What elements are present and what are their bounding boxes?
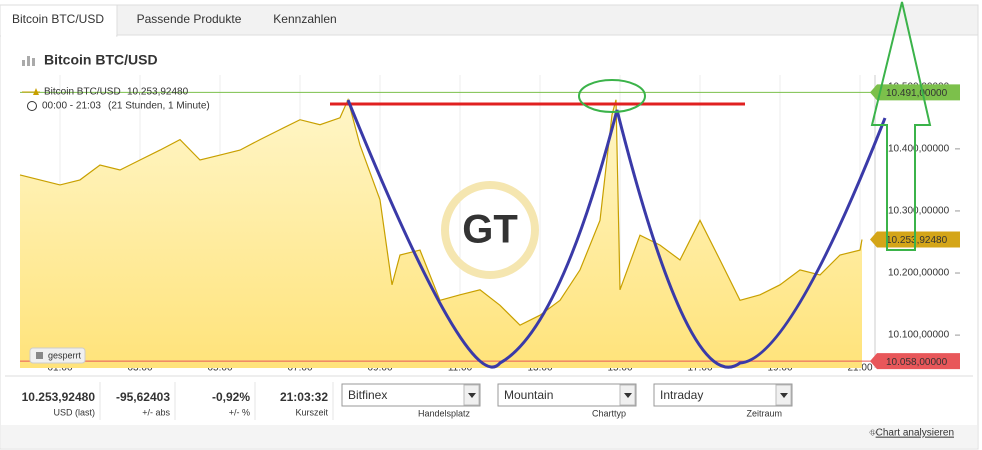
x-tick-label: 01:00	[47, 363, 72, 374]
y-tick-label: 10.200,00000	[888, 268, 950, 279]
marker-box	[870, 353, 960, 370]
clock-icon	[27, 101, 37, 111]
x-tick-label: 19:00	[767, 363, 792, 374]
marker-box	[870, 84, 960, 101]
stat-label: Kurszeit	[295, 407, 328, 417]
select-arrow	[624, 393, 632, 398]
x-tick-label: 17:00	[687, 363, 712, 374]
highlight-ellipse	[578, 79, 646, 113]
chart-icon	[22, 56, 35, 66]
tab-bar	[0, 4, 979, 36]
legend-value: 10.253,92480	[127, 87, 189, 98]
x-tick-label: 05:00	[207, 363, 232, 374]
footer: ⛗ Chart analysieren 10.253,92480 USD (las…	[1, 375, 977, 448]
x-tick-label: 03:00	[127, 363, 152, 374]
analyse-link[interactable]: Chart analysieren	[876, 428, 954, 439]
tab[interactable]: Passende Produkte	[137, 12, 242, 26]
arrow	[870, 1, 932, 251]
stat-label: +/- %	[229, 407, 250, 417]
select-label: Charttyp	[592, 408, 626, 418]
stat-label: +/- abs	[142, 407, 170, 417]
y-tick-label: 10.300,00000	[888, 206, 950, 217]
tab-join	[1, 34, 116, 37]
select-value[interactable]: Intraday	[660, 388, 703, 402]
select-arrow	[468, 393, 476, 398]
period: 00:00 - 21:03	[42, 101, 101, 112]
watermark-ring	[441, 181, 539, 279]
select-label: Handelsplatz	[418, 408, 471, 418]
x-tick-label: 15:00	[607, 363, 632, 374]
stat-value: 10.253,92480	[22, 390, 96, 404]
x-tick-label: 11:00	[448, 363, 473, 374]
x-tick-label: 07:00	[287, 363, 312, 374]
stat-value: -95,62403	[116, 390, 170, 404]
watermark: GT	[462, 208, 518, 252]
annotations	[330, 1, 932, 369]
select-arrow	[780, 393, 788, 398]
chart-title: Bitcoin BTC/USD	[44, 52, 158, 68]
select-box[interactable]	[341, 383, 481, 407]
y-tick-label: 10.100,00000	[888, 330, 950, 341]
stat-label: USD (last)	[53, 407, 95, 417]
lock-box	[29, 347, 86, 364]
marker-label: 10.491,00000	[886, 88, 948, 99]
duration: (21 Stunden, 1 Minute)	[108, 101, 210, 112]
svg-text:⛗: ⛗	[869, 427, 877, 437]
x-tick-label: 21:00	[847, 363, 872, 374]
x-tick-label: 09:00	[367, 363, 392, 374]
area	[20, 99, 862, 369]
active-tab[interactable]	[0, 4, 118, 37]
marker-label: 10.253,92480	[886, 235, 948, 246]
tab[interactable]: Kennzahlen	[273, 12, 336, 26]
legend-icon	[33, 88, 39, 95]
select-box[interactable]	[653, 383, 793, 407]
lock-label: gesperrt	[48, 350, 82, 360]
lock-icon	[36, 352, 43, 359]
select-value[interactable]: Bitfinex	[348, 388, 387, 402]
plot: 01:00 03:00 05:00 07:00 09:00 11:00 13:00 15:00…	[19, 75, 960, 374]
pattern-line	[346, 99, 887, 369]
price-line	[19, 97, 863, 326]
select-box[interactable]	[497, 383, 637, 407]
marker-label: 10.058,00000	[886, 357, 948, 368]
legend-name: Bitcoin BTC/USD	[44, 87, 121, 98]
tab[interactable]: Bitcoin BTC/USD	[12, 12, 104, 26]
stat-value: -0,92%	[212, 390, 250, 404]
stat-value: 21:03:32	[280, 390, 328, 404]
y-tick-label: 10.400,00000	[888, 144, 950, 155]
select-label: Zeitraum	[746, 408, 782, 418]
x-tick-label: 13:00	[527, 363, 552, 374]
select-value[interactable]: Mountain	[504, 388, 553, 402]
